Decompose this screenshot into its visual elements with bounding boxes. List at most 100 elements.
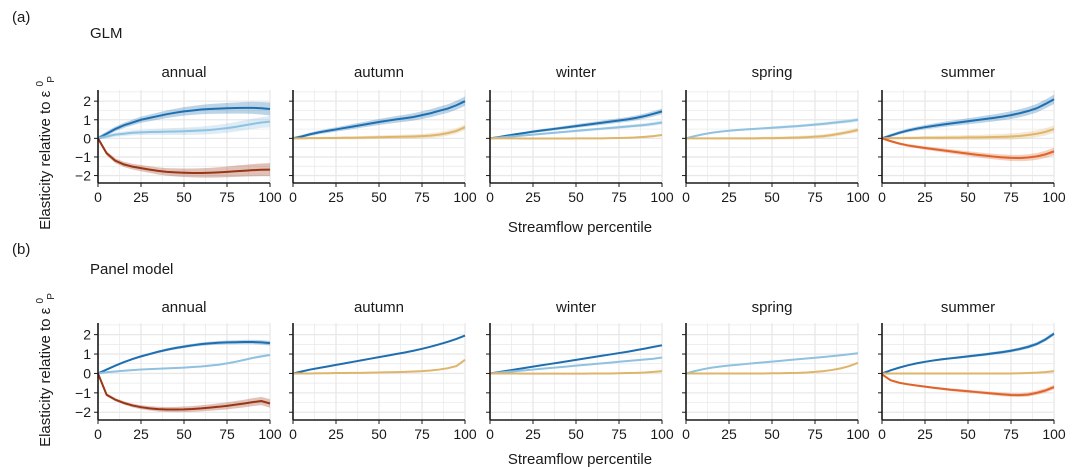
xtick-label: 75 — [414, 426, 430, 442]
ytick-label-b: −2 — [75, 404, 91, 420]
series-line-light_blue — [489, 356, 663, 375]
series-line-dark_blue — [489, 344, 663, 375]
ytick-label-a: 2 — [83, 93, 91, 109]
series-line-tan — [293, 126, 466, 140]
xtick-label: 0 — [94, 189, 102, 205]
xtick-label: 100 — [453, 426, 477, 442]
ylabel-sub-a: P — [46, 76, 57, 83]
svg-text:Elasticity relative to ε: Elasticity relative to ε 0 P — [30, 76, 57, 230]
strip-title: summer — [941, 64, 995, 81]
xtick-label: 50 — [371, 426, 387, 442]
xtick-label: 0 — [878, 426, 886, 442]
series-line-dark_blue — [292, 100, 466, 140]
xtick-label: 0 — [486, 189, 494, 205]
ylabel-main-a: Elasticity relative to ε — [37, 90, 54, 230]
xtick-label: 25 — [133, 426, 149, 442]
strip-title: annual — [161, 299, 206, 316]
facet-winter-a: winter 0 25 50 75 100 — [486, 64, 674, 205]
xtick-label: 100 — [1042, 189, 1066, 205]
xtick-label: 75 — [611, 426, 627, 442]
series-line-dark_blue — [881, 98, 1055, 140]
strip-title: spring — [752, 64, 793, 81]
xtick-label: 25 — [917, 426, 933, 442]
panel-a-model: GLM — [90, 25, 123, 42]
xtick-label: 25 — [721, 189, 737, 205]
xtick-label: 0 — [486, 426, 494, 442]
xtick-label: 0 — [682, 426, 690, 442]
ylabel-main-b: Elasticity relative to ε — [37, 307, 54, 447]
panel-a-xlabel: Streamflow percentile — [508, 219, 652, 236]
series-line-tan — [490, 134, 663, 140]
xtick-label: 75 — [414, 189, 430, 205]
ytick-label-a: −2 — [75, 168, 91, 184]
series-line-tan — [882, 370, 1055, 375]
svg-text:Elasticity relative to ε: Elasticity relative to ε 0 P — [30, 293, 57, 447]
xtick-label: 0 — [878, 189, 886, 205]
facet-winter-b: winter 0 25 50 75 100 — [486, 299, 674, 442]
series-line-dark_red — [97, 137, 271, 174]
xtick-label: 50 — [568, 426, 584, 442]
ci-band-light_blue — [98, 116, 270, 141]
strip-title: annual — [161, 64, 206, 81]
xtick-label: 25 — [328, 426, 344, 442]
series-line-tan — [881, 128, 1055, 140]
xtick-label: 75 — [807, 189, 823, 205]
xtick-label: 25 — [328, 189, 344, 205]
xtick-label: 50 — [960, 426, 976, 442]
ylabel-sup-a: 0 — [35, 81, 46, 87]
xtick-label: 100 — [258, 189, 282, 205]
xtick-label: 75 — [219, 426, 235, 442]
series-line-light_blue — [97, 354, 271, 375]
xtick-label: 25 — [525, 189, 541, 205]
xtick-label: 100 — [453, 189, 477, 205]
xtick-label: 100 — [650, 426, 674, 442]
strip-title: spring — [752, 299, 793, 316]
xtick-label: 75 — [219, 189, 235, 205]
series-line-orange — [881, 373, 1055, 397]
xtick-label: 50 — [764, 426, 780, 442]
xtick-label: 100 — [846, 189, 870, 205]
ytick-label-b: 1 — [83, 346, 91, 362]
strip-title: winter — [555, 64, 596, 81]
xtick-label: 50 — [176, 189, 192, 205]
facet-summer-b: summer 0 25 50 75 100 — [878, 299, 1066, 442]
series-line-orange — [881, 137, 1055, 160]
facet-autumn-a: autumn 0 25 50 75 100 — [289, 64, 477, 205]
ytick-label-a: 1 — [83, 112, 91, 128]
ci-band-orange — [882, 137, 1054, 162]
xtick-label: 0 — [289, 189, 297, 205]
ci-band-dark_blue — [882, 94, 1054, 140]
xtick-label: 0 — [289, 426, 297, 442]
series-line-light_blue — [97, 120, 271, 140]
xtick-label: 25 — [721, 426, 737, 442]
series-line-tan — [490, 370, 663, 375]
series-line-dark_blue — [292, 334, 466, 375]
ylabel-sup-b: 0 — [35, 298, 46, 304]
facet-annual-a: annual 0 25 50 75 100 — [94, 64, 282, 205]
xtick-label: 100 — [846, 426, 870, 442]
panel-a-letter: (a) — [12, 9, 30, 26]
xtick-label: 50 — [176, 426, 192, 442]
series-line-light_blue — [685, 352, 859, 375]
xtick-label: 50 — [960, 189, 976, 205]
ci-band-dark_blue — [98, 101, 270, 141]
series-line-light_blue — [489, 121, 663, 140]
facet-spring-b: spring 0 25 50 75 100 — [682, 299, 870, 442]
xtick-label: 0 — [682, 189, 690, 205]
series-line-dark_red — [97, 373, 271, 411]
series-line-tan — [686, 129, 859, 140]
xtick-label: 0 — [94, 426, 102, 442]
strip-title: autumn — [354, 299, 404, 316]
ytick-label-b: 0 — [83, 365, 91, 381]
series-line-dark_blue — [97, 106, 271, 140]
strip-title: summer — [941, 299, 995, 316]
ytick-label-a: −1 — [75, 149, 91, 165]
xtick-label: 100 — [258, 426, 282, 442]
series-line-dark_blue — [489, 110, 663, 140]
panel-b-letter: (b) — [12, 241, 30, 258]
series-line-dark_blue — [881, 332, 1055, 375]
xtick-label: 25 — [133, 189, 149, 205]
strip-title: winter — [555, 299, 596, 316]
